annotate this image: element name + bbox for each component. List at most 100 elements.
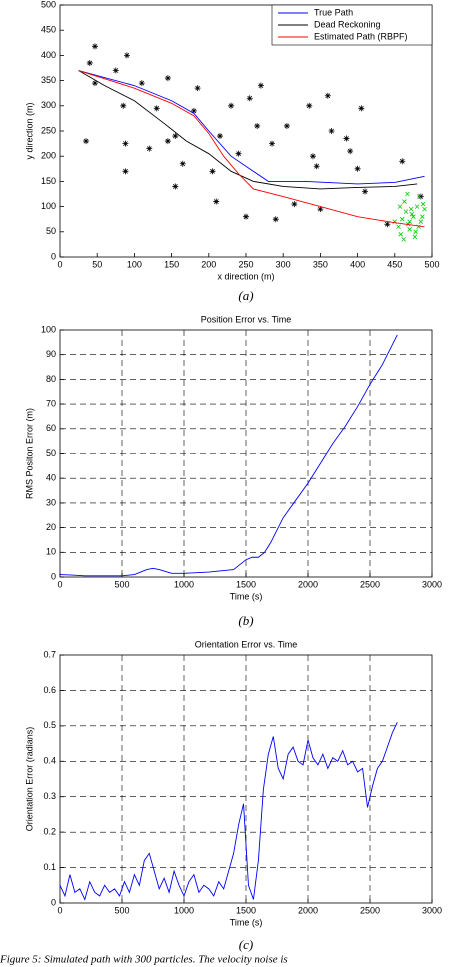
y-tick-label: 50	[46, 226, 56, 236]
landmark	[269, 140, 276, 147]
chart-title: Orientation Error vs. Time	[195, 639, 298, 649]
x-tick-label: 250	[238, 259, 253, 269]
y-tick-label: 80	[46, 374, 56, 384]
landmark	[362, 188, 369, 195]
particle	[403, 209, 409, 214]
landmark	[246, 95, 253, 102]
y-tick-label: 50	[46, 448, 56, 458]
landmark	[146, 145, 153, 152]
particle	[411, 214, 416, 219]
legend-label: True Path	[314, 7, 353, 17]
particle	[408, 206, 414, 212]
x-tick-label: 0	[57, 905, 62, 915]
x-axis-label: x direction (m)	[217, 271, 274, 281]
landmark	[347, 148, 354, 155]
x-tick-label: 0	[57, 579, 62, 589]
landmark	[179, 160, 186, 167]
x-tick-label: 500	[114, 579, 129, 589]
x-tick-label: 100	[127, 259, 142, 269]
landmark	[164, 75, 171, 82]
y-tick-label: 0.2	[43, 827, 56, 837]
caption: (a)	[238, 288, 253, 303]
y-tick-label: 0.4	[43, 756, 56, 766]
x-tick-label: 0	[57, 259, 62, 269]
y-tick-label: 70	[46, 398, 56, 408]
landmark	[91, 43, 98, 50]
particle	[405, 191, 410, 197]
particle	[402, 199, 407, 204]
landmark	[317, 206, 324, 213]
landmark	[122, 140, 129, 147]
y-tick-label: 150	[41, 176, 56, 186]
landmark	[313, 163, 320, 170]
x-tick-label: 300	[276, 259, 291, 269]
x-tick-label: 450	[387, 259, 402, 269]
landmark	[417, 193, 424, 200]
landmark	[291, 201, 298, 208]
x-axis-label: Time (s)	[230, 917, 263, 927]
landmark	[324, 92, 331, 99]
y-tick-label: 100	[41, 201, 56, 211]
landmark	[83, 138, 90, 145]
particle	[422, 206, 427, 212]
landmark	[120, 102, 127, 109]
x-tick-label: 1500	[236, 579, 256, 589]
x-tick-label: 1000	[174, 579, 194, 589]
x-tick-label: 1000	[174, 905, 194, 915]
y-tick-label: 400	[41, 50, 56, 60]
landmark	[86, 59, 93, 66]
particle	[407, 219, 412, 225]
chart-panel: 0 50 100 150 200 250 300 350 400 450 500 0 50 100 150 2…	[24, 0, 439, 303]
landmark	[164, 138, 171, 145]
x-tick-label: 2000	[298, 905, 318, 915]
particle	[396, 224, 401, 230]
series-line	[78, 70, 425, 228]
landmark	[209, 168, 216, 175]
chart-panel: 0 500 1000 1500 2000 2500 3000 0 10 20 30 40 50 60 70 8…	[24, 314, 442, 628]
landmark	[190, 107, 197, 114]
landmark	[306, 102, 313, 109]
landmark	[257, 82, 264, 89]
landmark	[91, 80, 98, 87]
x-tick-label: 500	[114, 905, 129, 915]
y-axis-label: y direction (m)	[24, 102, 34, 159]
caption: (c)	[239, 937, 253, 952]
landmark	[399, 158, 406, 165]
particle	[401, 237, 407, 242]
landmark	[172, 133, 179, 140]
y-tick-label: 450	[41, 25, 56, 35]
particle	[414, 204, 420, 209]
landmark	[243, 213, 249, 220]
y-axis-label: RMS Positon Error (m)	[24, 408, 34, 499]
series-line	[78, 70, 425, 185]
y-axis-label: Orientation Error (radians)	[24, 727, 34, 832]
y-tick-label: 100	[41, 324, 56, 334]
landmark	[228, 102, 235, 109]
y-tick-label: 20	[46, 522, 56, 532]
landmark	[112, 67, 119, 74]
y-tick-label: 10	[46, 547, 56, 557]
figure-caption: Figure 5: Simulated path with 300 partic…	[0, 954, 288, 966]
y-tick-label: 60	[46, 423, 56, 433]
x-tick-label: 400	[350, 259, 365, 269]
landmark	[194, 85, 201, 92]
landmark	[123, 52, 130, 59]
y-tick-label: 0.6	[43, 685, 56, 695]
y-tick-label: 200	[41, 151, 56, 161]
y-tick-label: 0.3	[43, 791, 56, 801]
particle	[407, 226, 412, 232]
landmark	[384, 221, 391, 228]
particle	[417, 194, 422, 199]
y-tick-label: 500	[41, 0, 56, 9]
landmark	[216, 133, 223, 140]
x-tick-label: 3000	[422, 905, 442, 915]
particle	[399, 216, 405, 222]
landmark	[235, 150, 242, 157]
x-tick-label: 1500	[236, 905, 256, 915]
landmark	[213, 198, 220, 205]
landmark	[272, 216, 279, 223]
x-tick-label: 2000	[298, 579, 318, 589]
x-tick-label: 2500	[360, 579, 380, 589]
y-tick-label: 40	[46, 473, 56, 483]
